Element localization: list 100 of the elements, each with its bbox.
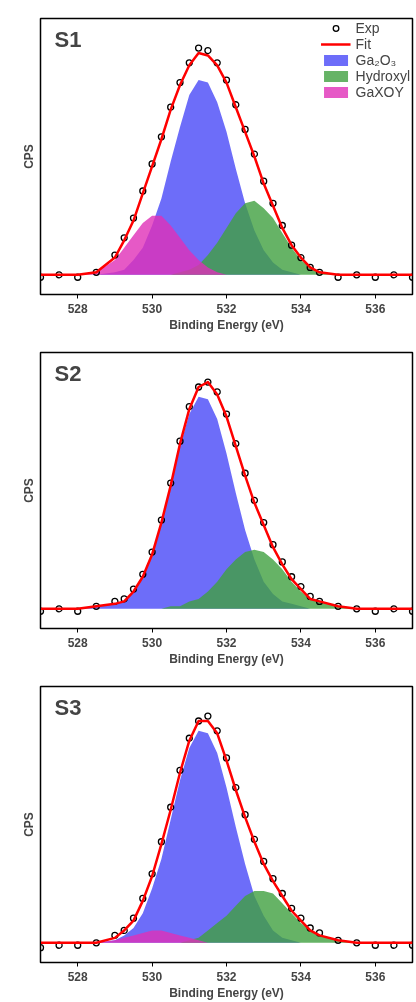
point [269, 541, 277, 549]
legend-label: Fit [355, 36, 373, 52]
point [111, 251, 119, 259]
point [297, 253, 305, 262]
point [278, 889, 286, 898]
point [250, 496, 259, 504]
point [194, 717, 203, 725]
point [269, 199, 277, 207]
legend-label: Hydroxyl [355, 68, 410, 84]
x-tick-label: 530 [142, 301, 163, 316]
point [129, 214, 138, 222]
point [260, 518, 268, 527]
point [111, 931, 119, 940]
point [139, 894, 147, 903]
point [111, 597, 119, 606]
x-tick-label: 532 [216, 301, 237, 316]
point [353, 271, 361, 279]
point [120, 234, 128, 242]
point [213, 59, 221, 67]
point [55, 271, 63, 279]
point [371, 273, 379, 281]
point [390, 605, 398, 613]
x-tick-label: 528 [67, 301, 89, 316]
point [74, 607, 82, 615]
legend-label: GaXOY [355, 84, 404, 100]
point [306, 263, 314, 272]
x-tick-label: 534 [290, 969, 312, 984]
point [241, 811, 249, 819]
point [334, 602, 342, 610]
point [371, 941, 379, 949]
chart-title: S1 [54, 26, 82, 52]
point [176, 437, 184, 445]
x-axis-title: Binding Energy (eV) [169, 651, 284, 666]
x-tick-label: 528 [67, 635, 89, 650]
x-axis-title: Binding Energy (eV) [169, 985, 284, 1000]
point [139, 187, 147, 195]
point [204, 712, 212, 720]
point [194, 44, 203, 52]
point [297, 582, 305, 591]
point [55, 605, 63, 613]
point [232, 101, 240, 109]
point [139, 570, 147, 578]
legend-label: Exp [355, 20, 380, 36]
point [148, 870, 156, 878]
point [278, 221, 286, 230]
x-tick-label: 534 [290, 635, 312, 650]
point [222, 410, 231, 418]
point [194, 383, 203, 391]
x-tick-label: 530 [142, 635, 163, 650]
point [204, 378, 212, 386]
point [213, 727, 221, 735]
y-axis-title: CPS [21, 144, 36, 169]
point [306, 592, 314, 601]
point [241, 125, 249, 134]
point [185, 403, 193, 411]
point [232, 783, 240, 792]
point [353, 605, 361, 613]
point [269, 875, 277, 883]
point [92, 268, 100, 276]
point [260, 177, 268, 185]
x-tick-label: 528 [67, 969, 89, 984]
point [287, 904, 296, 912]
point [315, 597, 324, 606]
point [250, 835, 259, 843]
point [371, 607, 379, 615]
point [157, 838, 166, 846]
point [287, 241, 296, 249]
point [297, 914, 305, 922]
x-tick-label: 532 [216, 635, 237, 650]
point [157, 516, 166, 524]
point [241, 469, 249, 477]
point [129, 585, 138, 593]
x-tick-label: 536 [365, 969, 386, 984]
x-tick-label: 534 [290, 301, 312, 316]
point [185, 59, 193, 67]
point [287, 573, 296, 581]
point [185, 734, 193, 742]
point [167, 479, 175, 487]
x-tick-label: 530 [142, 969, 163, 984]
point [250, 150, 259, 158]
x-tick-label: 532 [216, 969, 237, 984]
point [222, 754, 231, 762]
point [222, 76, 231, 84]
point [120, 926, 128, 935]
y-axis-title: CPS [21, 478, 36, 503]
x-tick-label: 536 [365, 635, 386, 650]
point [334, 936, 342, 944]
x-tick-label: 536 [365, 301, 386, 316]
point [92, 939, 100, 947]
point [204, 46, 212, 55]
point [390, 941, 398, 949]
point [148, 548, 156, 556]
y-axis-title: CPS [21, 812, 36, 837]
point [92, 602, 100, 610]
point [157, 133, 166, 141]
point [167, 103, 175, 111]
point [176, 78, 184, 87]
legend-label: Ga₂O₃ [355, 52, 397, 68]
chart-title: S3 [54, 694, 82, 720]
point [167, 803, 175, 811]
